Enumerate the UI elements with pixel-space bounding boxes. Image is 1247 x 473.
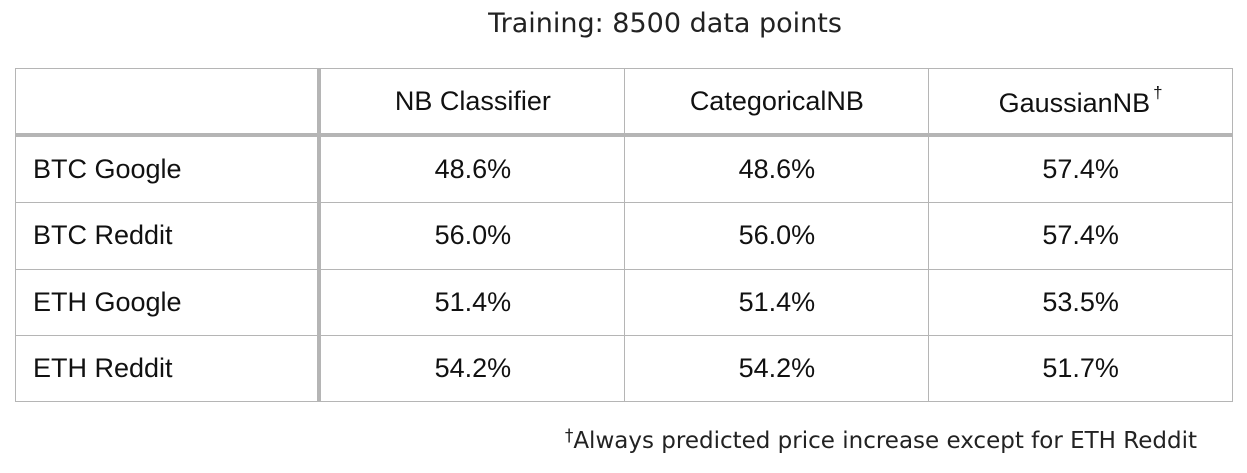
cell-value: 48.6% [318,134,626,204]
header-row: NB Classifier CategoricalNB GaussianNB † [15,68,1233,137]
header-gaussiannb: GaussianNB † [928,68,1233,137]
row-label: BTC Reddit [15,202,322,270]
table-row: BTC Reddit 56.0% 56.0% 57.4% [15,202,1233,270]
footnote-text: Always predicted price increase except f… [573,428,1197,454]
cell-value: 56.0% [318,202,626,270]
footnote: †Always predicted price increase except … [565,426,1197,454]
cell-value: 57.4% [928,202,1233,270]
table-title: Training: 8500 data points [488,8,842,39]
header-label: CategoricalNB [689,85,864,116]
cell-value: 51.7% [928,334,1233,403]
cell-value: 51.4% [318,268,626,336]
results-table: NB Classifier CategoricalNB GaussianNB † … [15,68,1233,403]
table-row: BTC Google 48.6% 48.6% 57.4% [15,134,1233,204]
cell-value: 48.6% [624,134,930,204]
cell-value: 57.4% [928,134,1233,204]
table-row: ETH Reddit 54.2% 54.2% 51.7% [15,334,1233,403]
cell-value: 56.0% [624,202,930,270]
row-label: BTC Google [15,134,322,204]
header-categoricalnb: CategoricalNB [624,68,930,137]
footnote-dagger-mark: † [564,426,574,446]
cell-value: 54.2% [318,334,626,403]
header-corner-cell [15,68,322,137]
header-label: GaussianNB [998,88,1151,118]
row-label: ETH Reddit [15,334,322,403]
table-row: ETH Google 51.4% 51.4% 53.5% [15,268,1233,336]
header-nb-classifier: NB Classifier [318,68,626,137]
cell-value: 53.5% [928,268,1233,336]
header-label: NB Classifier [394,85,551,116]
cell-value: 51.4% [624,268,930,336]
cell-value: 54.2% [624,334,930,403]
row-label: ETH Google [15,268,322,336]
dagger-footnote-mark: † [1153,83,1163,102]
